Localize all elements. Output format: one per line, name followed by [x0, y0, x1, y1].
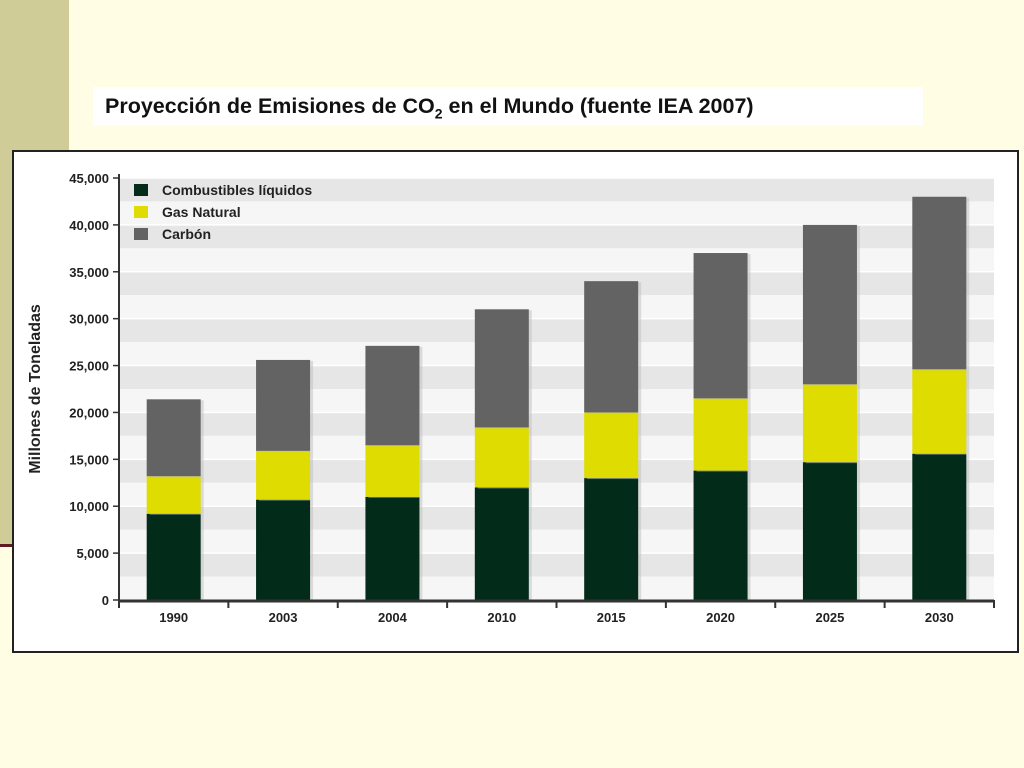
legend-swatch-carbon	[134, 228, 148, 240]
legend-label: Gas Natural	[162, 204, 241, 220]
chart-frame: 0 5,000 10,000 15,000 20,000 25,000 30,000 35,0…	[12, 150, 1019, 653]
x-tick-label: 2004	[378, 610, 408, 625]
grid-band	[119, 201, 994, 225]
grid-band	[119, 224, 994, 249]
grid-band	[119, 389, 994, 413]
grid-band	[119, 459, 994, 483]
grid-band	[119, 342, 994, 366]
grid-band	[119, 576, 994, 600]
bar-carbon-2030	[912, 196, 967, 370]
grid-band	[119, 412, 994, 436]
y-tick-label: 25,000	[69, 359, 109, 374]
bar-liquidos-2030	[912, 453, 967, 600]
x-tick-label: 2015	[597, 610, 626, 625]
y-tick-label: 5,000	[76, 546, 109, 561]
y-tick-label: 20,000	[69, 405, 109, 420]
bar-carbon-2010	[474, 309, 529, 428]
y-tick-label: 30,000	[69, 312, 109, 327]
bar-carbon-2015	[584, 281, 639, 413]
y-tick-label: 40,000	[69, 218, 109, 233]
legend-label: Carbón	[162, 226, 211, 242]
bar-liquidos-2003	[256, 499, 311, 600]
x-tick-label: 2010	[487, 610, 516, 625]
grid-band	[119, 365, 994, 389]
legend-swatch-gas	[134, 206, 148, 218]
y-tick-label: 10,000	[69, 499, 109, 514]
bar-gas-2030	[912, 369, 967, 454]
x-tick-label: 2030	[925, 610, 954, 625]
grid-band	[119, 271, 994, 296]
grid-band	[119, 178, 994, 202]
bar-carbon-2004	[365, 345, 420, 446]
grid-band	[119, 553, 994, 577]
y-tick-label: 15,000	[69, 452, 109, 467]
legend-swatch-liquidos	[134, 184, 148, 196]
grid-band	[119, 318, 994, 343]
bar-gas-1990	[146, 476, 201, 514]
x-tick-label: 1990	[159, 610, 188, 625]
bar-gas-2010	[474, 427, 529, 488]
bar-gas-2020	[693, 398, 748, 471]
side-decoration-line	[0, 544, 14, 547]
bar-gas-2004	[365, 445, 420, 497]
slide-title: Proyección de Emisiones de CO2 en el Mun…	[105, 94, 754, 121]
grid-band	[119, 435, 994, 460]
bar-liquidos-2004	[365, 496, 420, 600]
title-main: Proyección de Emisiones de CO	[105, 94, 435, 118]
bar-liquidos-1990	[146, 513, 201, 600]
bar-gas-2025	[802, 384, 857, 463]
stacked-bar-chart: 0 5,000 10,000 15,000 20,000 25,000 30,000 35,0…	[27, 171, 995, 625]
bar-liquidos-2010	[474, 487, 529, 600]
bar-liquidos-2015	[584, 478, 639, 600]
bar-liquidos-2025	[802, 462, 857, 600]
grid-band	[119, 295, 994, 319]
y-axis-label: Millones de Toneladas	[27, 304, 44, 474]
x-tick-label: 2025	[815, 610, 844, 625]
bar-carbon-1990	[146, 399, 201, 477]
grid-band	[119, 482, 994, 507]
x-tick-label: 2020	[706, 610, 735, 625]
y-tick-label: 0	[102, 593, 109, 608]
title-subscript: 2	[434, 105, 443, 122]
grid-band	[119, 248, 994, 272]
bar-gas-2015	[584, 412, 639, 479]
y-tick-label: 45,000	[69, 171, 109, 186]
bar-carbon-2003	[256, 359, 311, 451]
x-tick-label: 2003	[269, 610, 298, 625]
y-tick-label: 35,000	[69, 265, 109, 280]
title-box: Proyección de Emisiones de CO2 en el Mun…	[93, 87, 923, 125]
bar-carbon-2025	[802, 224, 857, 385]
bar-carbon-2020	[693, 253, 748, 399]
legend-label: Combustibles líquidos	[162, 182, 312, 198]
title-rest: en el Mundo (fuente IEA 2007)	[442, 94, 754, 118]
bar-gas-2003	[256, 450, 311, 500]
bar-liquidos-2020	[693, 470, 748, 600]
grid-band	[119, 529, 994, 554]
grid-band	[119, 506, 994, 530]
